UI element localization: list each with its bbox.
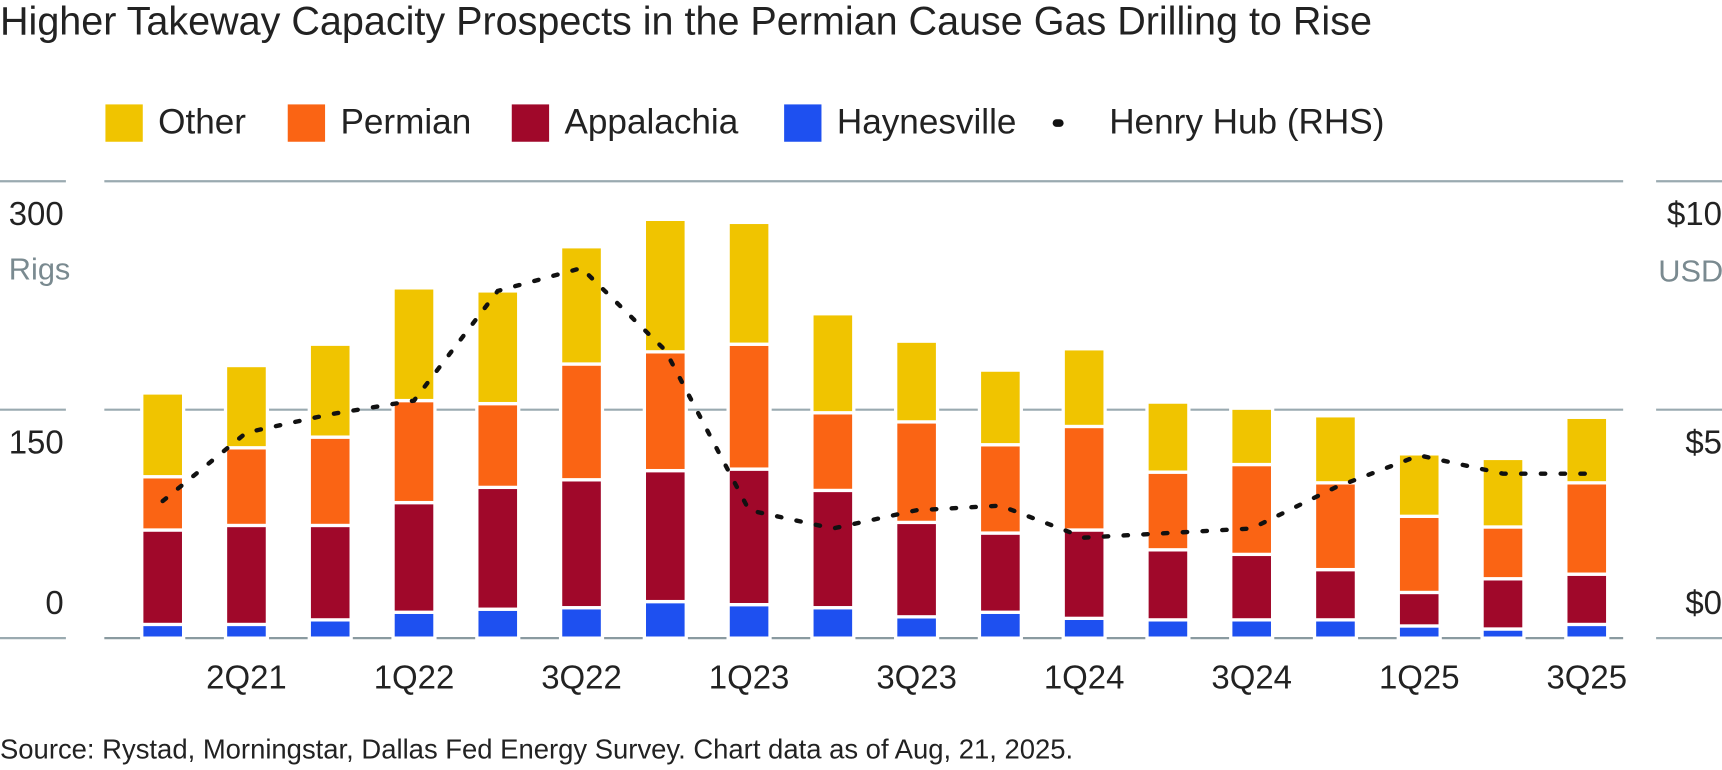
bar-segment xyxy=(1564,622,1610,640)
x-tick-label: 3Q23 xyxy=(876,659,957,696)
bar-segment xyxy=(894,615,940,640)
bar-segment xyxy=(1564,481,1610,576)
bar-segment xyxy=(1396,624,1442,640)
bar-segment xyxy=(977,368,1023,447)
legend-label: Permian xyxy=(340,102,471,141)
bar-segment xyxy=(307,435,353,528)
bar-segment xyxy=(1229,618,1275,640)
bar-segment xyxy=(475,607,521,640)
bar-segment xyxy=(140,622,186,640)
bar-segment xyxy=(810,411,856,493)
bar-segment xyxy=(1564,415,1610,485)
legend-swatch xyxy=(784,104,822,142)
x-tick-label: 1Q25 xyxy=(1379,659,1460,696)
bar-segment xyxy=(894,339,940,424)
bar-segment xyxy=(307,342,353,439)
bar-segment xyxy=(726,467,772,607)
bar-segment xyxy=(475,485,521,611)
bar-segment xyxy=(1229,552,1275,622)
y2-tick-label: $10 xyxy=(1667,195,1722,232)
bar-segment xyxy=(558,362,605,482)
y-tick-label: 150 xyxy=(9,424,64,461)
bar-segment xyxy=(558,606,605,640)
bar-segment xyxy=(1396,452,1442,518)
bar-segment xyxy=(977,531,1023,614)
bar-segment xyxy=(391,610,437,640)
bar-segment xyxy=(223,446,270,528)
x-tick-label: 1Q22 xyxy=(374,659,455,696)
bar-segment xyxy=(1061,424,1107,532)
bar-segment xyxy=(726,220,772,346)
bar-segment xyxy=(642,350,688,473)
bar-segment xyxy=(810,606,856,640)
bar-segment xyxy=(894,520,940,619)
bar-segment xyxy=(558,245,605,366)
bar-segment xyxy=(1564,572,1610,627)
bar-segment xyxy=(810,488,856,610)
y2-tick-label: $5 xyxy=(1685,424,1722,461)
bar-segment xyxy=(726,602,772,640)
bar-segment xyxy=(1480,577,1526,631)
bar-segment xyxy=(1061,347,1107,429)
bar-segment xyxy=(1229,406,1275,467)
y-tick-label: 0 xyxy=(45,584,63,621)
y2-axis-label: USD xyxy=(1658,254,1722,289)
bar-segment xyxy=(642,599,688,640)
bar-segment xyxy=(1312,618,1359,640)
bar-segment xyxy=(391,500,437,614)
y-tick-label: 300 xyxy=(9,195,64,232)
bar-segment xyxy=(1061,528,1107,620)
y2-tick-label: $0 xyxy=(1685,584,1722,621)
bar-segment xyxy=(391,398,437,505)
legend-swatch xyxy=(511,104,550,142)
bar-segment xyxy=(1145,618,1191,640)
bar-segment xyxy=(140,475,186,532)
bar-segment xyxy=(475,401,521,490)
bar-segment xyxy=(977,443,1023,535)
bar-segment xyxy=(1396,590,1442,628)
bar-segment xyxy=(1480,456,1526,529)
bar-segment xyxy=(223,523,270,627)
bar-segment xyxy=(1312,567,1359,622)
bar-segment xyxy=(1145,400,1191,474)
bar-segment xyxy=(558,478,605,610)
bar-segment xyxy=(977,610,1023,640)
bar-segment xyxy=(1061,616,1107,640)
bar-segment xyxy=(1312,481,1359,572)
bar-segment xyxy=(642,468,688,604)
x-tick-label: 3Q22 xyxy=(541,659,622,696)
source-note: Source: Rystad, Morningstar, Dallas Fed … xyxy=(0,734,1073,765)
bar-segment xyxy=(726,342,772,471)
bar-segment xyxy=(642,217,688,354)
x-tick-label: 1Q24 xyxy=(1044,659,1125,696)
bar-segment xyxy=(307,523,353,622)
legend-label: Appalachia xyxy=(564,102,738,141)
y-axis-label: Rigs xyxy=(9,251,71,286)
bar-segment xyxy=(1229,462,1275,557)
bar-segment xyxy=(223,363,270,450)
bar-segment xyxy=(1396,514,1442,595)
bar-segment xyxy=(1145,470,1191,552)
bar-segment xyxy=(1480,525,1526,581)
x-tick-label: 2Q21 xyxy=(206,659,287,696)
bar-segment xyxy=(810,312,856,415)
legend-label: Henry Hub (RHS) xyxy=(1109,102,1384,141)
bar-segment xyxy=(1312,414,1359,485)
bar-segment xyxy=(140,391,186,479)
legend-swatch xyxy=(287,104,326,142)
legend-label: Haynesville xyxy=(837,102,1017,141)
price-line xyxy=(160,265,1589,540)
x-tick-label: 3Q24 xyxy=(1211,659,1292,696)
bar-segment xyxy=(140,528,186,627)
legend-swatch xyxy=(105,104,143,142)
legend-label: Other xyxy=(158,102,246,141)
x-tick-label: 1Q23 xyxy=(709,659,790,696)
bar-segment xyxy=(307,618,353,640)
chart-title: Higher Takeway Capacity Prospects in the… xyxy=(0,0,1372,44)
bar-segment xyxy=(223,622,270,640)
bar-segment xyxy=(1145,548,1191,622)
x-tick-label: 3Q25 xyxy=(1546,659,1627,696)
